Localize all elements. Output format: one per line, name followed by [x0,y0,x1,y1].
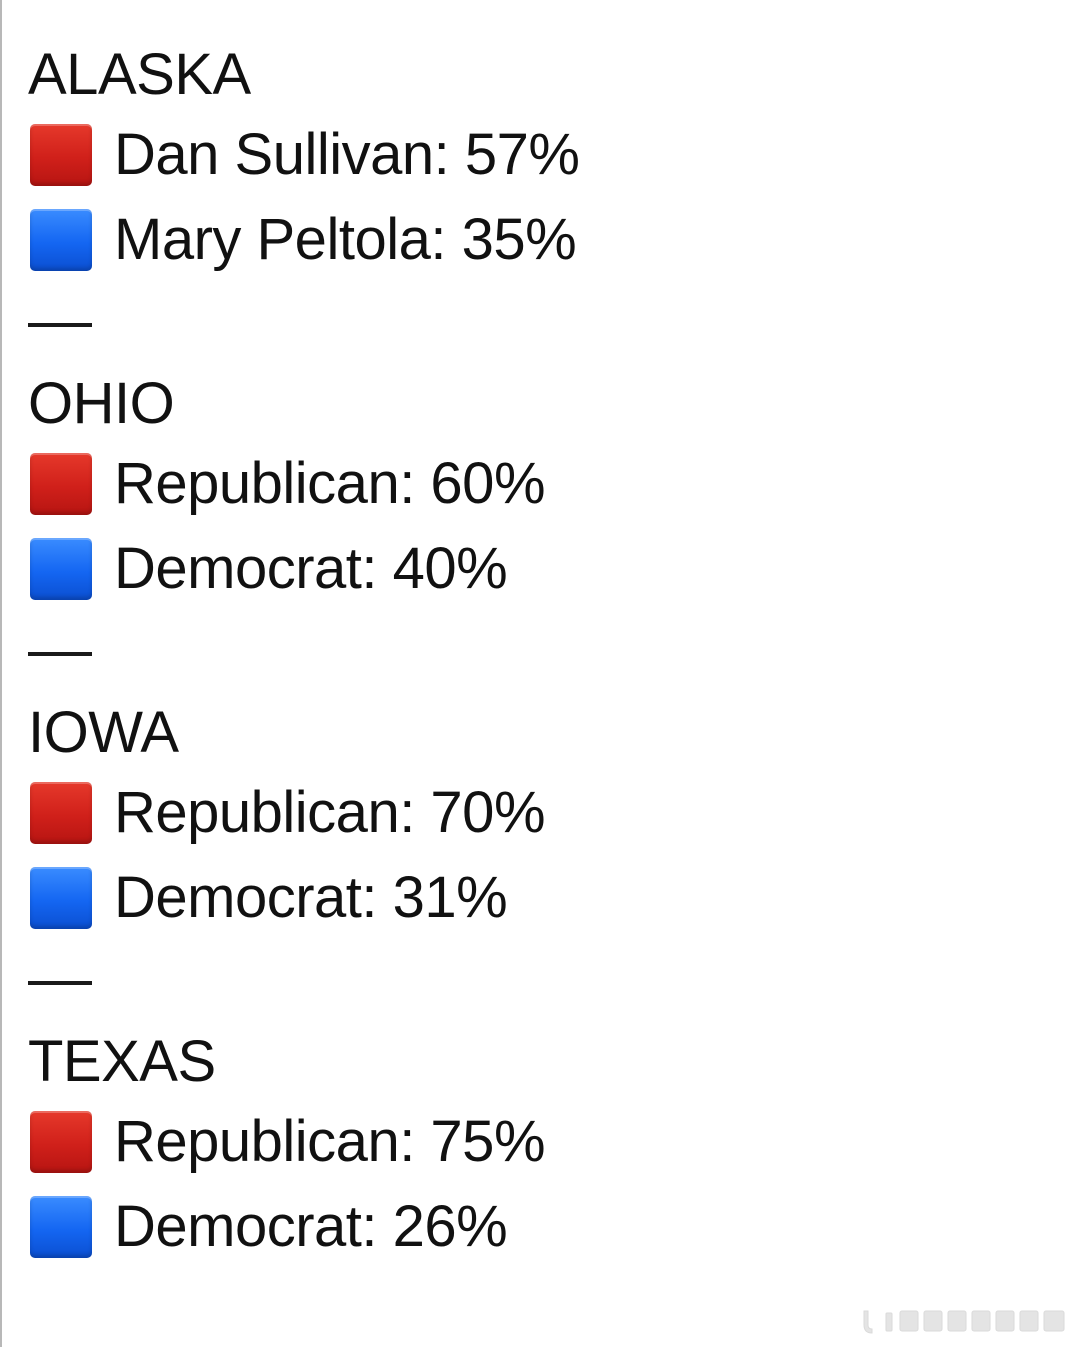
blue-square-icon [30,537,92,600]
dash-divider [28,980,92,985]
red-square-icon [30,123,92,186]
blue-square-icon [30,208,92,271]
separator [28,282,928,367]
state-block-texas: TEXAS Republican: 75% Democrat: 26% [28,1025,928,1269]
state-name: ALASKA [28,42,251,107]
state-block-ohio: OHIO Republican: 60% Democrat: 40% [28,367,928,611]
result-text: Republican: 75% [114,1108,546,1174]
result-row: Democrat: 40% [28,526,928,611]
red-square-icon [30,781,92,844]
state-name: IOWA [28,700,179,765]
separator [28,611,928,696]
result-text: Republican: 60% [114,450,546,516]
result-text: Democrat: 26% [114,1193,508,1259]
dash-divider [28,322,92,327]
result-text: Democrat: 31% [114,864,508,930]
dash-divider [28,651,92,656]
state-name: TEXAS [28,1029,216,1094]
result-text: Dan Sullivan: 57% [114,121,580,187]
blue-square-icon [30,1195,92,1258]
result-row: Mary Peltola: 35% [28,197,928,282]
result-text: Democrat: 40% [114,535,508,601]
blue-square-icon [30,866,92,929]
red-square-icon [30,1110,92,1173]
result-row: Democrat: 26% [28,1184,928,1269]
result-row: Democrat: 31% [28,855,928,940]
separator [28,940,928,1025]
red-square-icon [30,452,92,515]
result-row: Republican: 75% [28,1099,928,1184]
state-block-iowa: IOWA Republican: 70% Democrat: 31% [28,696,928,940]
state-block-alaska: ALASKA Dan Sullivan: 57% Mary Peltola: 3… [28,38,928,282]
result-text: Mary Peltola: 35% [114,206,577,272]
watermark-logo [863,1310,1065,1334]
state-name: OHIO [28,371,175,436]
results-list: ALASKA Dan Sullivan: 57% Mary Peltola: 3… [28,38,928,1269]
result-row: Republican: 70% [28,770,928,855]
result-row: Republican: 60% [28,441,928,526]
result-text: Republican: 70% [114,779,546,845]
result-row: Dan Sullivan: 57% [28,112,928,197]
